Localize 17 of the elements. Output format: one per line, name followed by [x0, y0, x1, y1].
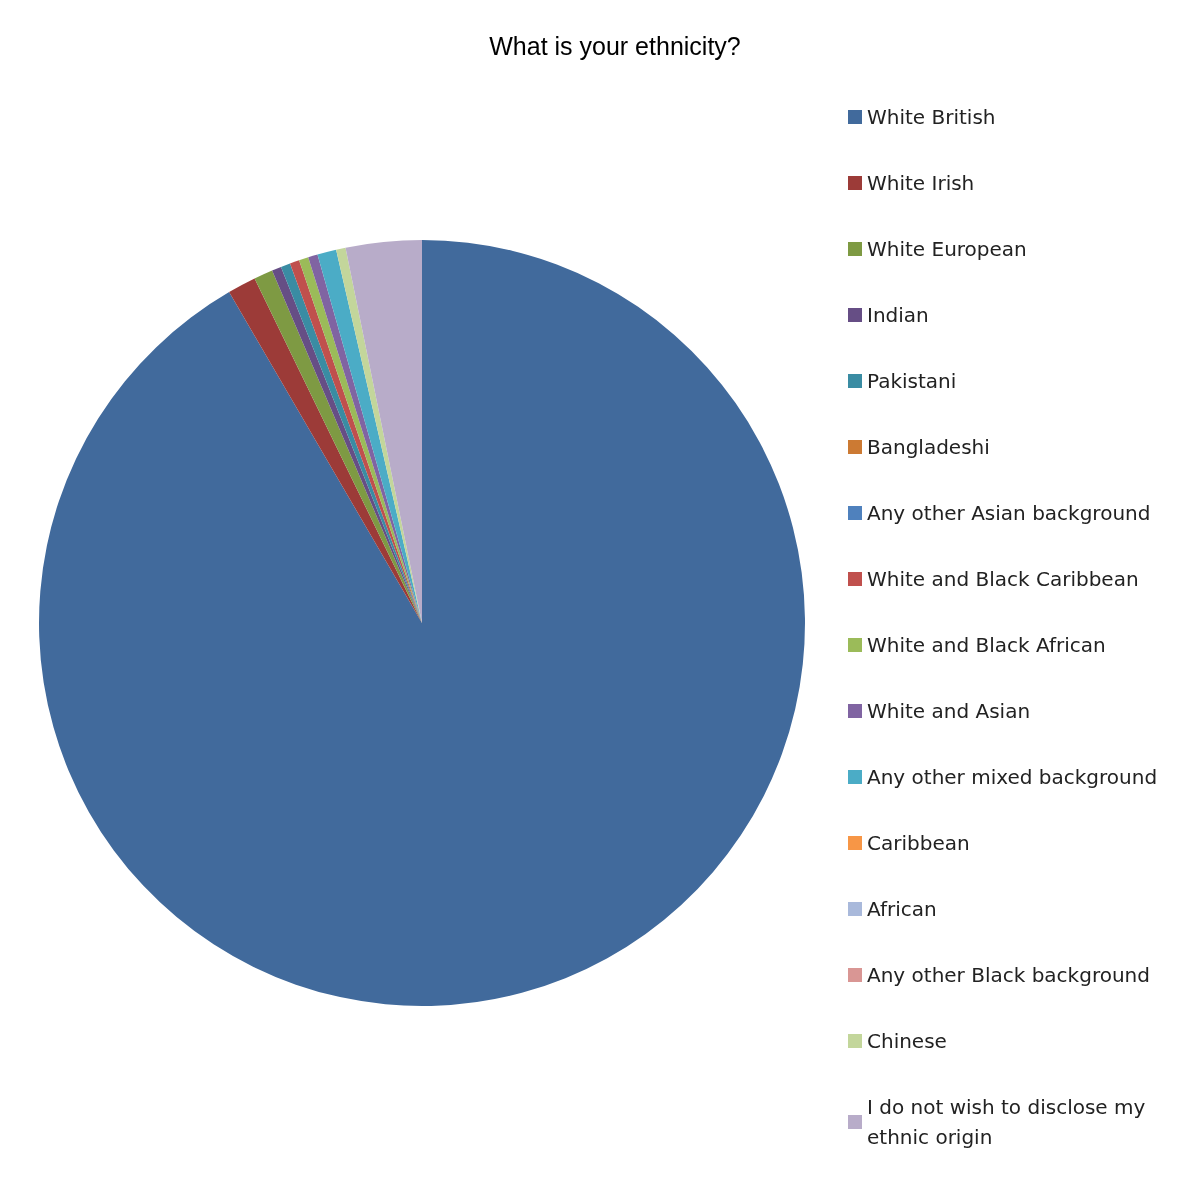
legend-label: White British: [867, 105, 996, 129]
legend-label: Any other Black background: [867, 963, 1150, 987]
legend-label: Any other mixed background: [867, 765, 1158, 789]
legend-label: Pakistani: [867, 369, 957, 393]
legend-label: White and Black African: [867, 633, 1106, 657]
legend-label: White and Asian: [867, 699, 1031, 723]
legend-label: I do not wish to disclose my ethnic origin: [867, 1095, 1152, 1149]
chart-title: What is your ethnicity?: [489, 31, 741, 60]
legend-label: White European: [867, 237, 1027, 261]
legend-label: White and Black Caribbean: [867, 567, 1139, 591]
legend-label: Any other Asian background: [867, 501, 1151, 525]
legend-label: African: [867, 897, 937, 921]
legend-label: Chinese: [867, 1029, 947, 1053]
legend-label: Indian: [867, 303, 929, 327]
legend-label: White Irish: [867, 171, 975, 195]
legend-label: Bangladeshi: [867, 435, 990, 459]
legend-label: Caribbean: [867, 831, 970, 855]
